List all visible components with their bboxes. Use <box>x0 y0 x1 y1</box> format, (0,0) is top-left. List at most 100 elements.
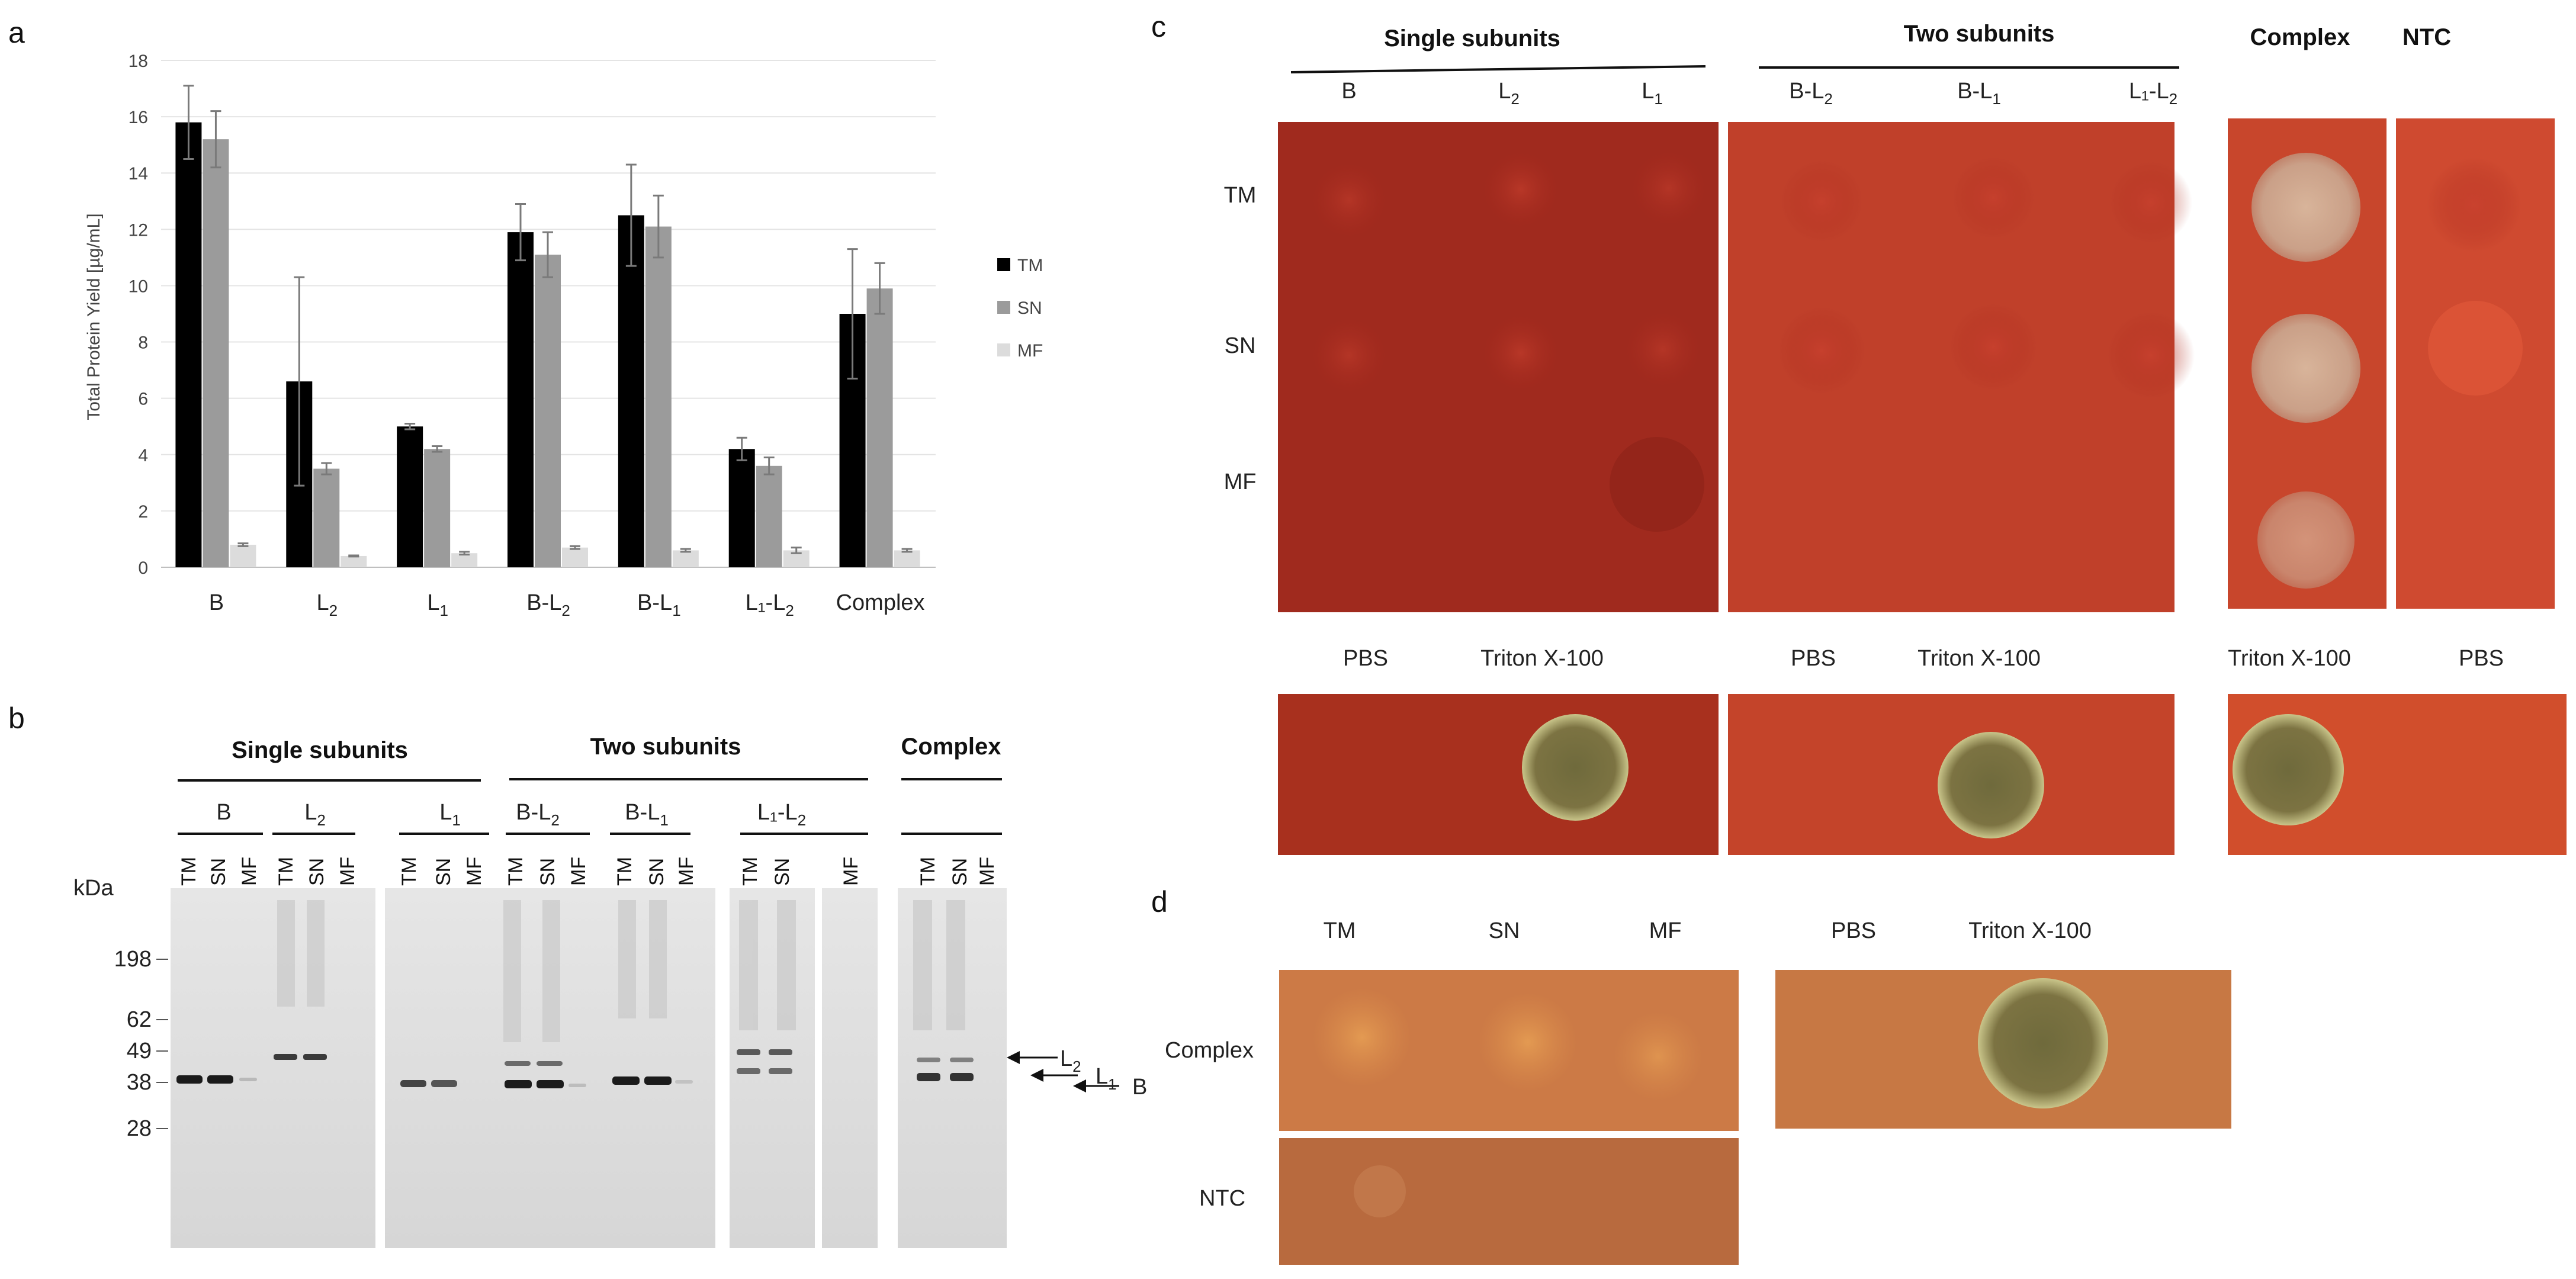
plate-spots <box>1310 149 2523 589</box>
ctrl-label-triton: Triton X-100 <box>2228 646 2351 671</box>
y-tick-label: 6 <box>138 390 148 409</box>
x-category-label: L₁-L2 <box>746 590 794 619</box>
gel-kda-label: kDa <box>73 876 114 901</box>
lane-label: MF <box>336 857 359 886</box>
col-label: L1 <box>1642 79 1663 108</box>
y-tick-label: 18 <box>129 52 148 71</box>
col-label: B-L1 <box>1957 79 2001 108</box>
col-label: B <box>1341 79 1356 104</box>
gel-lane-labels: TM SN MF TM SN MF TM SN MF TM SN MF TM SN MF TM SN MF TM SN… <box>178 857 998 886</box>
ctrl-label-triton: Triton X-100 <box>1480 646 1604 671</box>
y-tick-label: 12 <box>129 220 148 240</box>
header-single-subunits: Single subunits <box>1384 25 1560 52</box>
lane-label: MF <box>976 857 998 886</box>
hemolysis-panel-d: TM SN MF PBS Triton X-100 Complex NTC <box>1165 918 2231 1265</box>
row-label-sn: SN <box>1225 333 1256 358</box>
col-label-tm: TM <box>1324 918 1356 943</box>
ctrl-label-triton: Triton X-100 <box>1917 646 2041 671</box>
lane-label: SN <box>306 858 328 886</box>
band-label-B: B <box>1132 1075 1147 1100</box>
x-category-label: B-L2 <box>526 590 570 619</box>
marker-49: 49 <box>127 1039 152 1063</box>
y-tick-label: 14 <box>129 164 148 184</box>
lane-label: MF <box>567 857 590 886</box>
ctrl-label-pbs: PBS <box>2459 646 2504 671</box>
gel-header-single-subunits: Single subunits <box>232 737 408 763</box>
bar-chart-protein-yield: 0 2 4 6 8 10 12 14 16 18 Total Protein Yield [µg/… <box>84 52 1043 619</box>
bar-sn <box>203 139 229 568</box>
legend-swatch <box>997 301 1010 314</box>
bar-mf <box>672 550 699 567</box>
x-category-label: B-L1 <box>637 590 681 619</box>
col-label-sn: SN <box>1489 918 1520 943</box>
header-complex: Complex <box>2250 24 2350 50</box>
y-tick-label: 4 <box>138 446 148 465</box>
lane-label: TM <box>505 857 527 886</box>
gel-header-two-subunits: Two subunits <box>590 734 741 760</box>
control-plate <box>1278 694 1719 855</box>
bar-sn <box>313 468 340 567</box>
clear-zone <box>1522 714 1629 821</box>
chart-legend: TM SN MF <box>997 256 1043 361</box>
y-tick-label: 0 <box>138 558 148 578</box>
lane-label: SN <box>645 858 668 886</box>
gel-marker-labels: 198 62 49 38 28 <box>114 947 168 1141</box>
gel-subgroup-label: B-L2 <box>516 800 560 829</box>
bar-sn <box>756 465 782 567</box>
lane-label: TM <box>275 857 297 886</box>
bar-tm <box>508 232 534 568</box>
lane-label: TM <box>178 857 200 886</box>
bar-tm <box>397 426 423 567</box>
lane-label: SN <box>949 858 971 886</box>
lane-label: TM <box>398 857 420 886</box>
band-label-L2: L2 <box>1060 1046 1081 1075</box>
gel-panel: Single subunits Two subunits Complex B L… <box>73 734 1147 1248</box>
legend-label: TM <box>1017 256 1043 275</box>
lane-label: TM <box>739 857 762 886</box>
spot <box>1312 988 1412 1087</box>
y-axis-tick-labels: 0 2 4 6 8 10 12 14 16 18 <box>129 52 148 578</box>
legend-swatch <box>997 258 1010 271</box>
gel-subgroup-label: L1 <box>439 800 461 829</box>
panel-label-b: b <box>8 702 25 735</box>
bar-tm <box>618 215 644 567</box>
legend-label: SN <box>1017 298 1042 318</box>
gel-subgroup-label: B-L1 <box>625 800 669 829</box>
ctrl-label-pbs: PBS <box>1791 646 1836 671</box>
lane-label: MF <box>675 857 698 886</box>
y-tick-label: 10 <box>129 277 148 296</box>
bar-mf <box>341 555 367 567</box>
lane-label: SN <box>432 858 455 886</box>
plate-ntc-d <box>1279 1138 1739 1265</box>
header-ntc: NTC <box>2402 24 2451 50</box>
bar-tm <box>175 122 202 568</box>
gel-images <box>171 888 1007 1248</box>
row-label-mf: MF <box>1224 470 1257 494</box>
legend-swatch <box>997 343 1010 356</box>
lane-label: MF <box>840 857 862 886</box>
lane-label: SN <box>771 858 794 886</box>
lane-label: TM <box>614 857 636 886</box>
lane-label: MF <box>463 857 486 886</box>
bar-sn <box>866 288 893 567</box>
gel-subgroup-label: L2 <box>304 800 326 829</box>
spot <box>1478 992 1578 1092</box>
panel-label-a: a <box>8 16 25 49</box>
panel-label-d: d <box>1151 885 1168 918</box>
panel-label-c: c <box>1151 10 1166 43</box>
col-label: L2 <box>1498 79 1520 108</box>
spot <box>1354 1165 1406 1217</box>
spot <box>1613 1011 1703 1101</box>
col-label-pbs: PBS <box>1831 918 1876 943</box>
clear-zone <box>1978 978 2108 1108</box>
x-category-label: L1 <box>427 590 448 619</box>
legend-label: MF <box>1017 341 1043 361</box>
lane-label: MF <box>238 857 261 886</box>
row-label-ntc: NTC <box>1199 1186 1245 1211</box>
y-tick-label: 16 <box>129 108 148 127</box>
header-two-subunits: Two subunits <box>1904 21 2055 47</box>
col-label: L₁-L2 <box>2129 79 2177 108</box>
lane-label: TM <box>917 857 939 886</box>
clear-zone <box>1938 732 2044 838</box>
band-label-L1: L1 <box>1096 1064 1117 1093</box>
